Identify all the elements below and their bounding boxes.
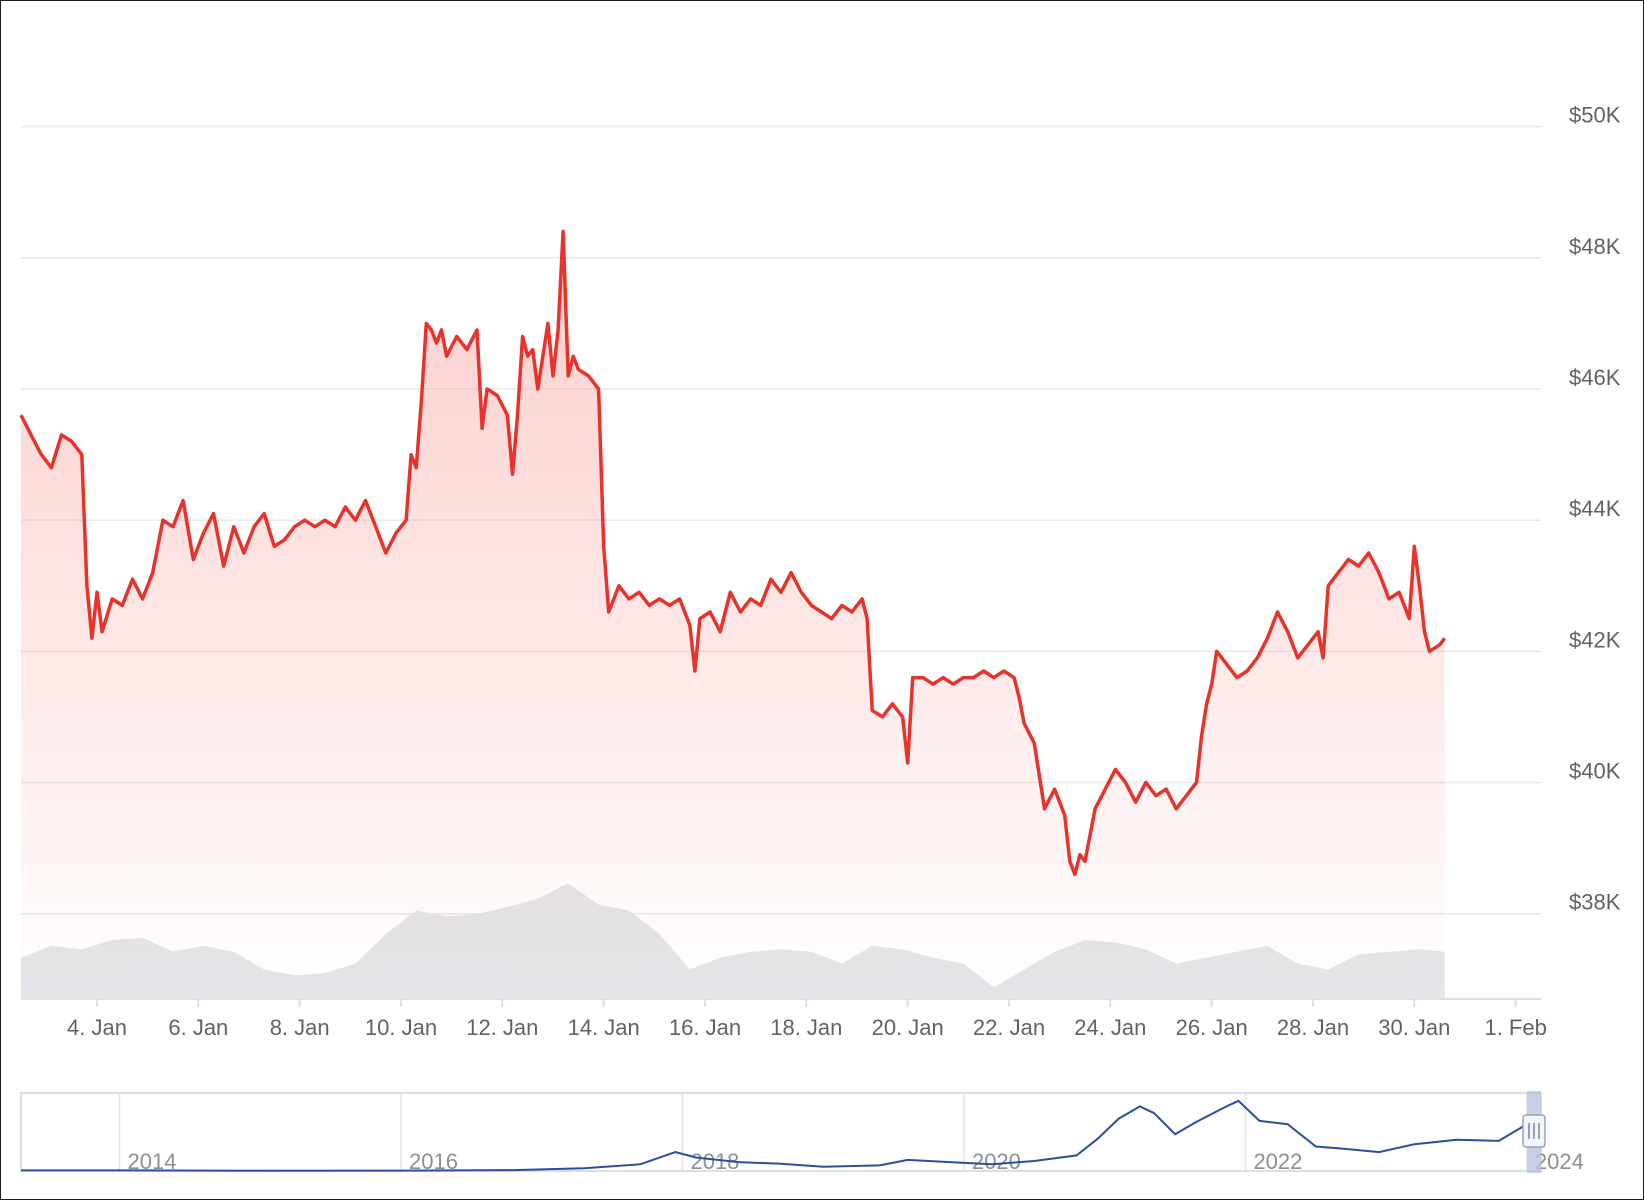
y-tick-label: $44K xyxy=(1569,496,1621,521)
navigator-tick-label: 2020 xyxy=(972,1149,1021,1174)
navigator-frame xyxy=(20,1092,1542,1172)
navigator-tick-label: 2024 xyxy=(1535,1149,1584,1174)
x-tick-label: 8. Jan xyxy=(270,1015,330,1040)
navigator-line xyxy=(21,1099,1539,1172)
y-tick-label: $48K xyxy=(1569,234,1621,259)
price-area-shape xyxy=(21,231,1445,999)
x-tick-label: 18. Jan xyxy=(770,1015,842,1040)
y-tick-label: $46K xyxy=(1569,365,1621,390)
y-axis: $38K $40K $42K $44K $46K $48K $50K xyxy=(1569,103,1621,915)
x-tick-label: 22. Jan xyxy=(973,1015,1045,1040)
price-line-path xyxy=(19,229,1447,877)
price-area-fill xyxy=(21,231,1445,999)
x-tick-label: 12. Jan xyxy=(466,1015,538,1040)
x-tick-label: 28. Jan xyxy=(1277,1015,1349,1040)
y-tick-label: $42K xyxy=(1569,627,1621,652)
x-tick-label: 16. Jan xyxy=(669,1015,741,1040)
x-tick-label: 24. Jan xyxy=(1074,1015,1146,1040)
x-tick-label: 26. Jan xyxy=(1176,1015,1248,1040)
y-tick-label: $40K xyxy=(1569,759,1621,784)
x-tick-label: 6. Jan xyxy=(168,1015,228,1040)
navigator-tick-label: 2022 xyxy=(1253,1149,1302,1174)
navigator[interactable]: 2014 2016 2018 2020 2022 2024 xyxy=(20,1091,1584,1174)
y-tick-label: $50K xyxy=(1569,103,1621,128)
x-axis: 4. Jan 6. Jan 8. Jan 10. Jan 12. Jan 14. Jan 1… xyxy=(67,999,1547,1040)
x-tick-label: 4. Jan xyxy=(67,1015,127,1040)
x-tick-label: 1. Feb xyxy=(1484,1015,1546,1040)
x-tick-label: 10. Jan xyxy=(365,1015,437,1040)
x-tick-label: 20. Jan xyxy=(872,1015,944,1040)
y-tick-label: $38K xyxy=(1569,890,1621,915)
price-line xyxy=(19,229,1447,877)
x-tick-label: 14. Jan xyxy=(568,1015,640,1040)
x-tick-label: 30. Jan xyxy=(1378,1015,1450,1040)
